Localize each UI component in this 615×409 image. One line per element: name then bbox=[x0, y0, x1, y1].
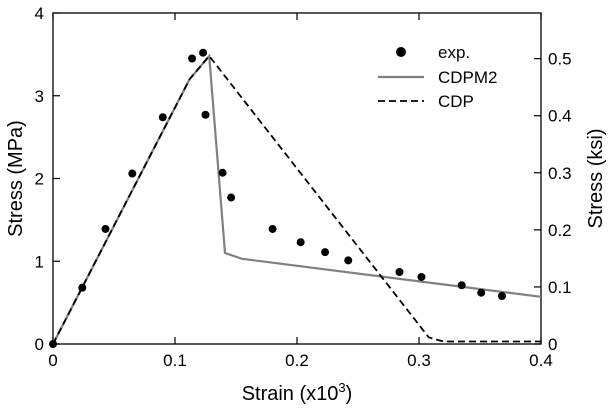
exp-data-point bbox=[395, 268, 404, 277]
y-left-tick-label: 2 bbox=[35, 170, 44, 189]
y-right-tick-label: 0.3 bbox=[548, 164, 572, 183]
x-axis-title-suffix: ) bbox=[346, 383, 353, 405]
exp-data-point bbox=[101, 224, 110, 233]
legend-marker-exp bbox=[396, 47, 406, 57]
x-tick-label: 0 bbox=[48, 351, 57, 370]
y-right-tick-label: 0.1 bbox=[548, 278, 572, 297]
y-left-tick-label: 1 bbox=[35, 252, 44, 271]
x-tick-label: 0.3 bbox=[407, 351, 431, 370]
exp-data-point bbox=[497, 292, 506, 301]
legend-label: CDPM2 bbox=[438, 68, 498, 87]
series-line-cdp bbox=[52, 54, 541, 345]
x-axis-title: Strain (x103) bbox=[242, 380, 353, 405]
x-axis-title-superscript: 3 bbox=[338, 380, 345, 395]
exp-data-point bbox=[417, 272, 426, 281]
exp-data-point bbox=[218, 168, 227, 177]
y-right-tick-label: 0.4 bbox=[548, 107, 572, 126]
y-axis-right-title: Stress (ksi) bbox=[585, 129, 607, 229]
exp-data-point bbox=[201, 110, 210, 119]
exp-data-point bbox=[457, 281, 466, 290]
y-left-tick-label: 3 bbox=[35, 87, 44, 106]
y-axis-left-title: Stress (MPa) bbox=[5, 120, 27, 237]
y-right-tick-label: 0 bbox=[548, 335, 557, 354]
legend-label: exp. bbox=[438, 43, 470, 62]
legend-label: CDP bbox=[438, 92, 474, 111]
exp-data-point bbox=[477, 288, 486, 297]
exp-data-point bbox=[49, 340, 57, 348]
exp-data-point bbox=[78, 283, 87, 292]
exp-data-point bbox=[199, 48, 208, 57]
exp-data-point bbox=[158, 113, 167, 122]
y-left-tick-label: 0 bbox=[35, 335, 44, 354]
exp-data-point bbox=[344, 256, 353, 265]
y-left-tick-label: 4 bbox=[35, 4, 44, 23]
x-tick-label: 0.4 bbox=[529, 351, 553, 370]
y-right-tick-label: 0.2 bbox=[548, 221, 572, 240]
x-tick-label: 0.2 bbox=[285, 351, 309, 370]
y-right-tick-label: 0.5 bbox=[548, 50, 572, 69]
legend: exp. CDPM2 CDP bbox=[378, 43, 498, 111]
series-layer bbox=[49, 48, 542, 348]
exp-data-point bbox=[188, 54, 197, 63]
plot-frame bbox=[52, 12, 542, 345]
exp-data-point bbox=[296, 238, 305, 247]
exp-data-point bbox=[268, 224, 277, 233]
exp-data-point bbox=[227, 193, 236, 202]
exp-data-point bbox=[321, 248, 330, 257]
exp-data-point bbox=[128, 169, 137, 178]
x-tick-label: 0.1 bbox=[163, 351, 187, 370]
